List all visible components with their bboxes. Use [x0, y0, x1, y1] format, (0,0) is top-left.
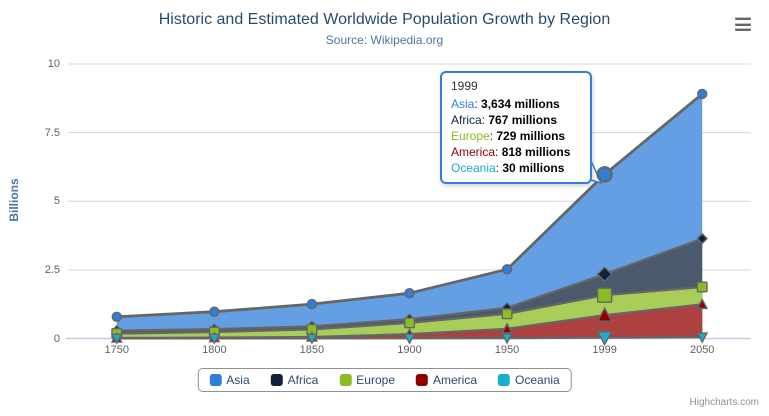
legend-label: America	[433, 373, 478, 387]
legend-symbol	[270, 374, 283, 386]
hamburger-menu-icon[interactable]	[735, 17, 751, 31]
tooltip-series-value: 818 millions	[501, 145, 571, 159]
hamburger-bar	[735, 17, 751, 20]
legend-symbol	[416, 374, 429, 386]
data-point-marker-square[interactable]	[404, 317, 416, 329]
y-axis-tick-label: 10	[47, 58, 60, 70]
tooltip-header: 1999	[451, 79, 478, 93]
tooltip-series-name: Asia	[451, 97, 475, 111]
tooltip-series-name: Europe	[451, 129, 490, 143]
x-axis-tick-label: 1800	[202, 344, 227, 356]
data-point-marker-triangle[interactable]	[501, 322, 514, 334]
x-axis-tick-label: 1750	[104, 344, 130, 356]
x-axis-tick-label: 2050	[689, 344, 715, 356]
x-axis-tick-label: 1950	[494, 344, 520, 356]
data-point-marker-triangle-down[interactable]	[305, 333, 318, 345]
x-axis-tick-label: 1900	[397, 344, 422, 356]
legend-symbol	[339, 374, 352, 386]
legend-label: Asia	[226, 373, 250, 387]
data-point-marker-triangle-down[interactable]	[696, 332, 709, 344]
data-point-marker-triangle-down[interactable]	[208, 333, 221, 345]
tooltip-row: Oceania: 30 millions	[451, 161, 565, 175]
tooltip: 1999 Asia: 3,634 millions Africa: 767 mil…	[440, 71, 592, 184]
legend-item-asia[interactable]: Asia	[209, 373, 250, 387]
chart-title: Historic and Estimated Worldwide Populat…	[158, 11, 611, 28]
tooltip-series-name: Oceania	[451, 161, 496, 175]
x-axis-tick-label: 1850	[299, 344, 325, 356]
data-point-marker-circle[interactable]	[404, 288, 415, 299]
tooltip-series-value: 767 millions	[488, 113, 558, 127]
data-point-marker-square[interactable]	[501, 308, 513, 320]
legend-label: Africa	[287, 373, 319, 387]
chart-subtitle: Source: Wikipedia.org	[325, 33, 444, 47]
tooltip-series-name: America	[451, 145, 496, 159]
data-point-marker-triangle-down[interactable]	[110, 333, 123, 345]
tooltip-row: Europe: 729 millions	[451, 129, 566, 143]
y-axis-tick-label: 7.5	[44, 126, 60, 139]
legend-symbol	[498, 374, 511, 386]
hamburger-bar	[735, 28, 751, 31]
legend-symbol	[209, 374, 222, 386]
data-point-marker-triangle[interactable]	[696, 298, 709, 310]
legend-label: Oceania	[515, 373, 560, 387]
tooltip-series-value: 729 millions	[496, 129, 566, 143]
tooltip-series-value: 3,634 millions	[481, 97, 560, 111]
legend-item-europe[interactable]: Europe	[339, 373, 395, 387]
legend-label: Europe	[356, 373, 396, 387]
tooltip-series-value: 30 millions	[502, 161, 565, 175]
y-axis-title: Billions	[7, 178, 21, 222]
tooltip-row: Asia: 3,634 millions	[451, 97, 560, 111]
tooltip-row: Africa: 767 millions	[451, 113, 558, 127]
data-point-marker-circle[interactable]	[306, 298, 318, 310]
y-axis-tick-label: 5	[53, 195, 60, 208]
y-axis-tick-label: 2.5	[44, 263, 60, 276]
area-series-america[interactable]	[116, 304, 703, 339]
legend-item-america[interactable]: America	[416, 373, 477, 387]
data-point-marker-square[interactable]	[596, 287, 613, 303]
area-series-asia[interactable]	[116, 93, 703, 339]
data-point-marker-circle[interactable]	[697, 88, 708, 100]
credits-link[interactable]: Highcharts.com	[689, 397, 759, 408]
tooltip-row: America: 818 millions	[451, 145, 571, 159]
data-point-marker-triangle-down[interactable]	[501, 333, 514, 345]
x-axis-tick-label: 1999	[592, 344, 617, 356]
legend-item-oceania[interactable]: Oceania	[498, 373, 560, 387]
data-point-marker-diamond[interactable]	[596, 266, 613, 283]
data-point-marker-circle[interactable]	[111, 311, 122, 322]
data-point-marker-circle[interactable]	[501, 264, 513, 275]
data-point-marker-circle[interactable]	[209, 306, 220, 317]
data-point-marker-square[interactable]	[696, 281, 708, 293]
data-point-marker-triangle-down[interactable]	[596, 331, 613, 347]
hamburger-bar	[735, 22, 751, 26]
legend: Asia Africa Europe America Oceania	[197, 368, 572, 392]
data-point-marker-triangle[interactable]	[596, 306, 613, 322]
y-axis-tick-label: 0	[53, 332, 60, 345]
tooltip-series-name: Africa	[451, 113, 482, 127]
data-point-marker-triangle-down[interactable]	[403, 333, 416, 345]
data-point-marker-diamond[interactable]	[696, 232, 709, 245]
tooltip-rows: Asia: 3,634 millions Africa: 767 millions…	[451, 96, 581, 176]
data-point-marker-circle[interactable]	[596, 166, 613, 183]
legend-item-africa[interactable]: Africa	[270, 373, 319, 387]
